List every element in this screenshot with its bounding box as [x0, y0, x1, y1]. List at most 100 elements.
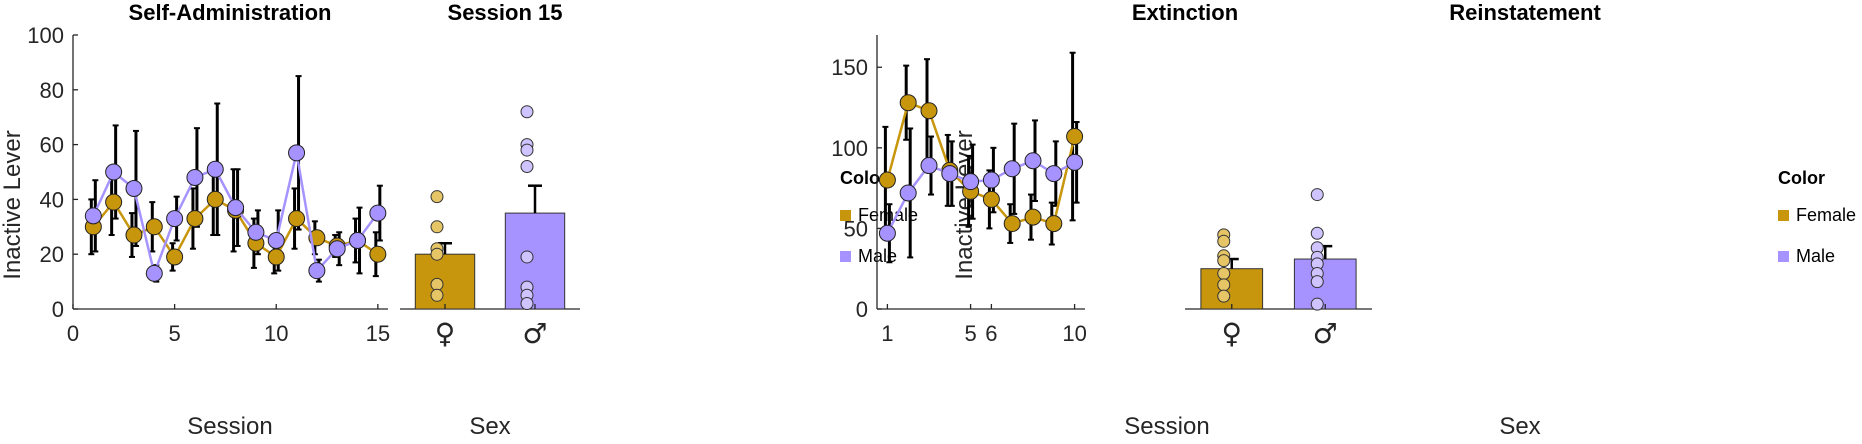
individual-point — [520, 250, 534, 264]
individual-point — [430, 277, 444, 291]
data-point-female — [105, 193, 123, 211]
panel-extinction: Extinction Inactive Lever Session 050100… — [831, 0, 1238, 440]
chart-title: Reinstatement — [1449, 0, 1601, 25]
individual-point — [520, 297, 534, 311]
y-tick-label: 20 — [40, 242, 64, 267]
data-point-male — [349, 232, 367, 249]
data-point-female — [267, 248, 285, 266]
bar-male — [1293, 258, 1357, 310]
data-point-female — [369, 245, 387, 263]
y-tick-label: 0 — [52, 297, 64, 322]
data-point-male — [105, 163, 123, 181]
plot-area: 0 50 100 150 1 5 6 10 — [831, 35, 1087, 346]
individual-point — [520, 105, 534, 119]
chart-title: Extinction — [1132, 0, 1238, 25]
legend-title: Color — [1778, 168, 1825, 188]
series-line-female — [886, 101, 1076, 226]
legend: Color Female Male — [1778, 168, 1856, 266]
bar-female — [1200, 268, 1264, 310]
data-point-male — [1003, 160, 1021, 178]
data-point-male — [186, 168, 204, 186]
x-tick-label: 10 — [1062, 321, 1086, 346]
individual-point — [430, 247, 444, 261]
x-axis-label: Sex — [1499, 413, 1540, 440]
individual-point — [1217, 289, 1231, 303]
data-point-female — [1003, 215, 1021, 233]
data-point-male — [328, 240, 346, 258]
data-point-male — [962, 173, 980, 191]
individual-point — [1310, 188, 1324, 202]
data-point-male — [920, 157, 938, 175]
individual-point — [520, 160, 534, 174]
x-tick-label: 10 — [264, 321, 288, 346]
x-axis-label: Sex — [469, 413, 510, 440]
individual-point — [1310, 275, 1324, 289]
chart-title: Session 15 — [448, 0, 563, 25]
legend-swatch-female — [840, 210, 851, 221]
individual-point — [430, 190, 444, 204]
data-point-female — [1045, 215, 1063, 233]
individual-point — [430, 288, 444, 302]
data-point-male — [267, 232, 285, 249]
data-point-male — [206, 160, 224, 178]
data-point-male — [84, 207, 102, 225]
data-point-male — [899, 184, 917, 202]
x-axis-label: Session — [187, 413, 272, 440]
y-tick-label: 60 — [40, 133, 64, 158]
data-point-female — [125, 226, 143, 244]
data-point-female — [920, 102, 938, 120]
data-point-female — [186, 210, 204, 228]
y-tick-label: 0 — [856, 297, 868, 322]
legend-label-male: Male — [1796, 246, 1835, 266]
x-tick-label: 15 — [366, 321, 390, 346]
data-point-female — [145, 218, 163, 236]
individual-point — [1217, 278, 1231, 292]
y-tick-label: 100 — [831, 136, 868, 161]
data-point-male — [982, 171, 1000, 189]
series-line-male — [886, 159, 1076, 234]
individual-point — [430, 220, 444, 234]
bar-female — [414, 253, 476, 310]
x-tick-label: 0 — [67, 321, 79, 346]
data-point-female — [206, 190, 224, 208]
data-point-male — [1066, 153, 1084, 171]
y-tick-label: 80 — [40, 78, 64, 103]
y-axis-label: Inactive Lever — [0, 130, 26, 279]
x-tick-label: 5 — [168, 321, 180, 346]
y-tick-label: 50 — [844, 216, 868, 241]
legend-swatch-male — [1778, 251, 1789, 262]
individual-point — [1310, 226, 1324, 240]
plot-area: 0 20 40 60 80 100 0 5 10 15 — [27, 23, 390, 346]
x-tick-label: 6 — [985, 321, 997, 346]
data-point-male — [288, 144, 306, 162]
individual-point — [520, 143, 534, 157]
data-point-male — [247, 223, 265, 241]
legend-label-female: Female — [1796, 205, 1856, 225]
data-point-female — [1066, 128, 1084, 146]
data-point-female — [1024, 208, 1042, 226]
data-point-male — [1024, 152, 1042, 170]
individual-point — [1217, 254, 1231, 268]
y-tick-label: 150 — [831, 55, 868, 80]
data-point-male — [227, 199, 245, 217]
data-point-male — [145, 264, 163, 282]
data-point-female — [288, 210, 306, 228]
data-point-male — [1045, 165, 1063, 183]
x-tick-label: ♀ — [1221, 317, 1242, 350]
legend-swatch-female — [1778, 210, 1789, 221]
panel-reinstatement: Reinstatement Sex ♀ ♂ — [1185, 0, 1601, 440]
individual-point — [1310, 297, 1324, 311]
data-point-male — [308, 262, 326, 280]
panel-self-administration: Self-Administration Inactive Lever Sessi… — [0, 0, 390, 440]
plot-area: ♀ ♂ — [400, 105, 580, 350]
x-axis-label: Session — [1124, 413, 1209, 440]
data-point-female — [899, 94, 917, 112]
data-point-male — [878, 224, 896, 242]
x-tick-label: ♂ — [1313, 317, 1338, 350]
x-tick-label: 1 — [881, 321, 893, 346]
data-point-female — [878, 171, 896, 189]
individual-point — [1217, 267, 1231, 281]
data-point-male — [369, 204, 387, 222]
bar-male — [504, 212, 566, 310]
x-tick-label: ♂ — [522, 317, 547, 350]
